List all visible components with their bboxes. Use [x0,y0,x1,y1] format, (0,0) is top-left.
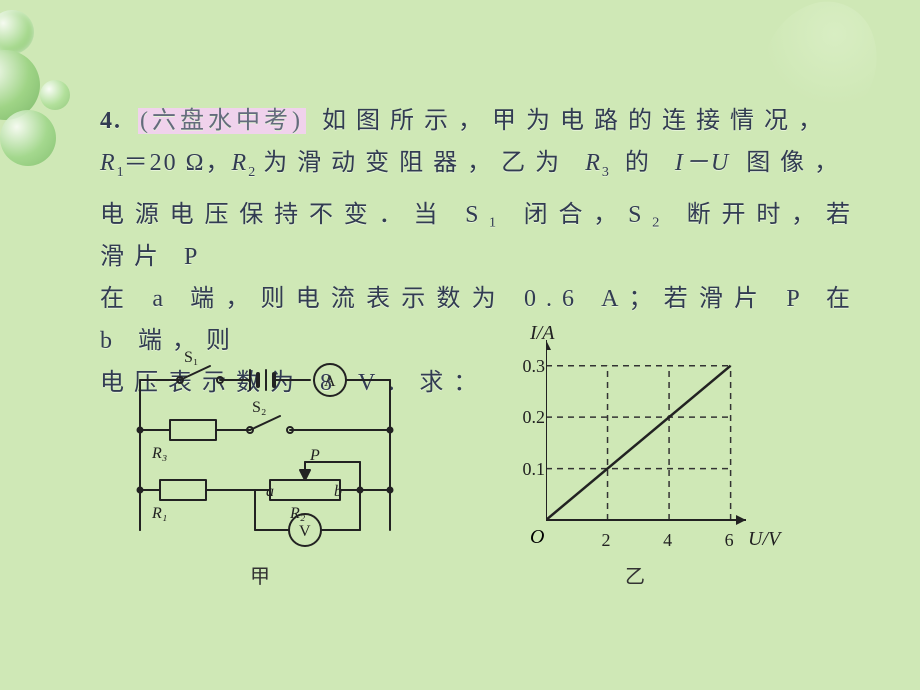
bubble-decor [0,10,34,54]
bubble-decor [0,50,40,120]
svg-text:V: V [299,523,311,540]
svg-text:R₂: R₂ [289,505,306,522]
text-fragment: ＝20 Ω， [124,150,232,176]
text-fragment: I－U [675,150,730,176]
chart-x-label: U/V [748,528,780,551]
svg-text:S₁: S₁ [184,349,198,366]
svg-text:a: a [266,483,274,500]
chart-origin-label: O [530,526,544,549]
chart-svg [546,340,806,550]
chart-ytick: 0.3 [505,356,545,377]
problem-source: (六盘水中考) [138,108,306,134]
chart-xtick: 4 [663,530,672,551]
text-fragment: 的 [625,150,675,176]
iu-chart: I/A O U/V 乙 0.10.20.3 246 [490,340,810,600]
svg-text:R₃: R₃ [151,445,167,462]
text-fragment: R1＝20 Ω，R2 [100,150,263,176]
text-fragment: 电源电压保持不变．当 S₁ 闭合，S₂ 断开时，若滑片 P [100,202,860,270]
text-fragment: R3 [585,150,609,176]
circuit-diagram: AVS₁S₂R₃R₁R₂abP 甲 [120,360,420,580]
svg-text:b: b [334,483,342,500]
chart-xtick: 6 [725,530,734,551]
chart-ytick: 0.2 [505,407,545,428]
chart-caption: 乙 [625,560,645,589]
svg-text:A: A [324,373,336,390]
text-fragment: I－U [675,150,730,176]
text-fragment: 图像， [746,150,848,176]
chart-xtick: 2 [602,530,611,551]
text-fragment: 如图所示，甲为电路的连接情况， [322,108,832,134]
bubble-decor [40,80,70,110]
bubble-decor [0,110,56,166]
svg-text:P: P [309,447,320,464]
chart-ytick: 0.1 [505,459,545,480]
circuit-caption: 甲 [250,560,270,589]
figures-area: AVS₁S₂R₃R₁R₂abP 甲 I/A O U/V 乙 0.10.20.3 … [120,340,860,640]
svg-text:S₂: S₂ [252,399,266,416]
text-fragment: 为滑动变阻器，乙为 [263,150,585,176]
circuit-svg: AVS₁S₂R₃R₁R₂abP [120,360,420,560]
svg-text:R₁: R₁ [151,505,167,522]
problem-number: 4. [100,108,122,134]
